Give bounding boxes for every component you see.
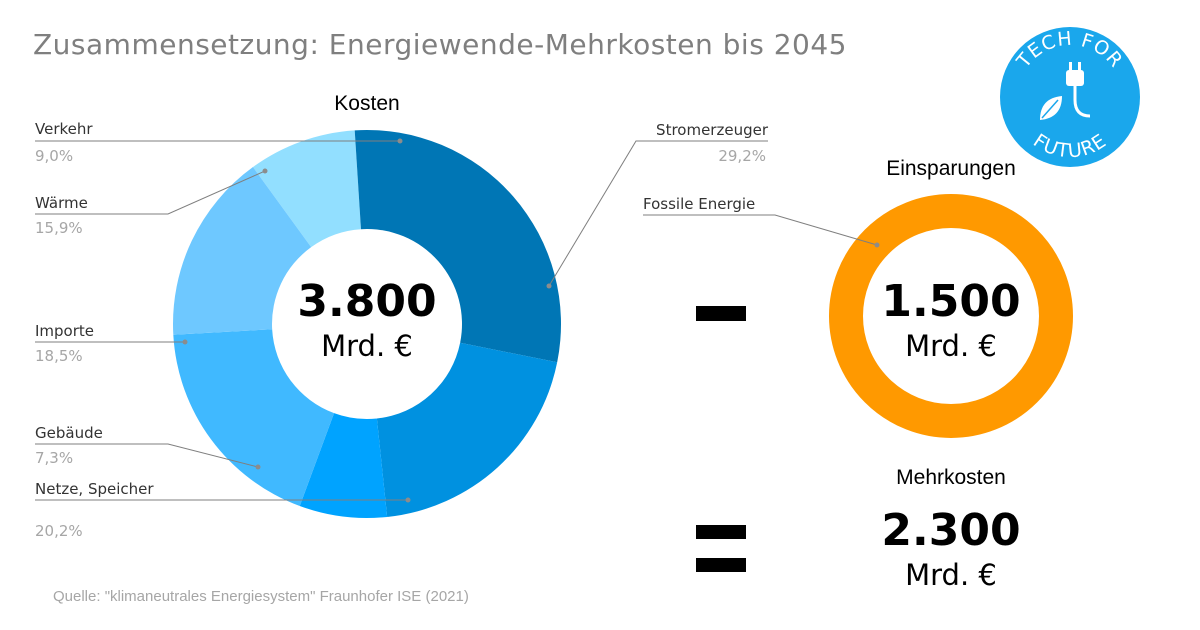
costs-labels: Verkehr 9,0% Wärme 15,9% Importe 18,5% G… bbox=[35, 120, 769, 540]
slice-value-stromerzeuger: 29,2% bbox=[718, 147, 766, 165]
slice-label-stromerzeuger: Stromerzeuger bbox=[656, 121, 769, 139]
costs-total-unit: Mrd. € bbox=[321, 329, 413, 363]
plug-leaf-icon bbox=[1040, 62, 1091, 120]
slice-value-gebaeude: 7,3% bbox=[35, 449, 73, 467]
costs-heading: Kosten bbox=[334, 92, 399, 115]
slice-value-waerme: 15,9% bbox=[35, 219, 83, 237]
leader-dot-waerme bbox=[262, 168, 268, 174]
leader-line-gebaeude bbox=[35, 443, 259, 468]
slice-value-netze: 20,2% bbox=[35, 522, 83, 540]
minus-sign bbox=[696, 306, 746, 321]
savings-total-unit: Mrd. € bbox=[905, 329, 997, 363]
slice-label-netze: Netze, Speicher bbox=[35, 480, 154, 498]
costs-total-value: 3.800 bbox=[297, 276, 436, 327]
slice-label-importe: Importe bbox=[35, 322, 94, 340]
equals-sign-bottom-bar bbox=[696, 558, 746, 572]
slice-value-importe: 18,5% bbox=[35, 347, 83, 365]
donut-slice-netze-speicher bbox=[376, 342, 558, 517]
result-unit: Mrd. € bbox=[905, 558, 997, 592]
leader-dot-verkehr bbox=[397, 138, 403, 144]
leader-dot-stromerzeuger bbox=[546, 283, 552, 289]
logo-badge bbox=[1000, 27, 1140, 167]
donut-slice-gebäude bbox=[299, 413, 388, 518]
donut-slice-verkehr bbox=[252, 130, 361, 248]
slice-value-verkehr: 9,0% bbox=[35, 147, 73, 165]
slice-label-waerme: Wärme bbox=[35, 194, 88, 212]
tech-for-future-logo: TECH FOR FUTURE bbox=[1000, 27, 1140, 167]
savings-ring bbox=[829, 194, 1073, 438]
donut-slice-importe bbox=[173, 329, 335, 506]
costs-donut bbox=[173, 130, 561, 518]
leader-line-stromerzeuger bbox=[548, 140, 768, 287]
leader-dot-importe bbox=[182, 339, 188, 345]
chart-title: Zusammensetzung: Energiewende-Mehrkosten… bbox=[33, 28, 847, 61]
source-note: Quelle: "klimaneutrales Energiesystem" F… bbox=[53, 588, 469, 605]
slice-label-fossile: Fossile Energie bbox=[643, 195, 755, 213]
leader-line-waerme bbox=[35, 170, 266, 215]
donut-slice-stromerzeuger bbox=[354, 130, 561, 363]
donut-slice-wärme bbox=[173, 167, 312, 335]
leader-dot-netze bbox=[405, 497, 411, 503]
slice-label-verkehr: Verkehr bbox=[35, 120, 93, 138]
leader-line-fossile bbox=[643, 214, 878, 246]
slice-label-gebaeude: Gebäude bbox=[35, 424, 103, 442]
leader-dot-fossile bbox=[874, 242, 880, 248]
savings-heading: Einsparungen bbox=[886, 157, 1016, 180]
result-heading: Mehrkosten bbox=[896, 466, 1006, 489]
savings-total-value: 1.500 bbox=[881, 276, 1020, 327]
leader-dot-gebaeude bbox=[255, 464, 261, 470]
result-value: 2.300 bbox=[881, 505, 1020, 556]
equals-sign-top-bar bbox=[696, 525, 746, 539]
